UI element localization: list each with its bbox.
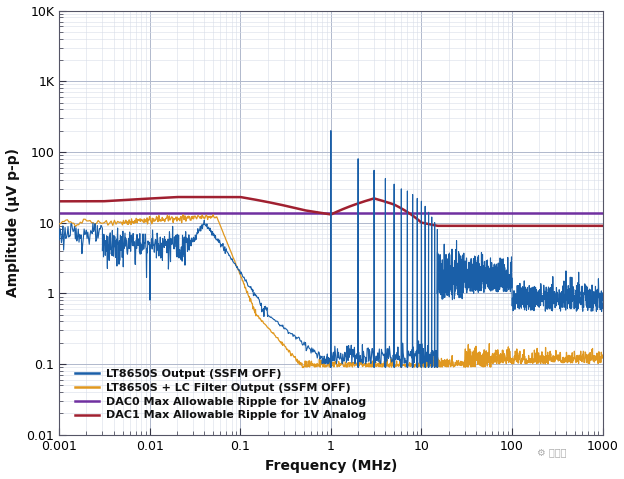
Legend: LT8650S Output (SSFM OFF), LT8650S + LC Filter Output (SSFM OFF), DAC0 Max Allow: LT8650S Output (SSFM OFF), LT8650S + LC … xyxy=(71,365,371,425)
X-axis label: Frequency (MHz): Frequency (MHz) xyxy=(265,459,397,473)
Text: ⚙ 电子汇: ⚙ 电子汇 xyxy=(537,448,567,457)
Y-axis label: Amplitude (μV p-p): Amplitude (μV p-p) xyxy=(6,148,19,297)
